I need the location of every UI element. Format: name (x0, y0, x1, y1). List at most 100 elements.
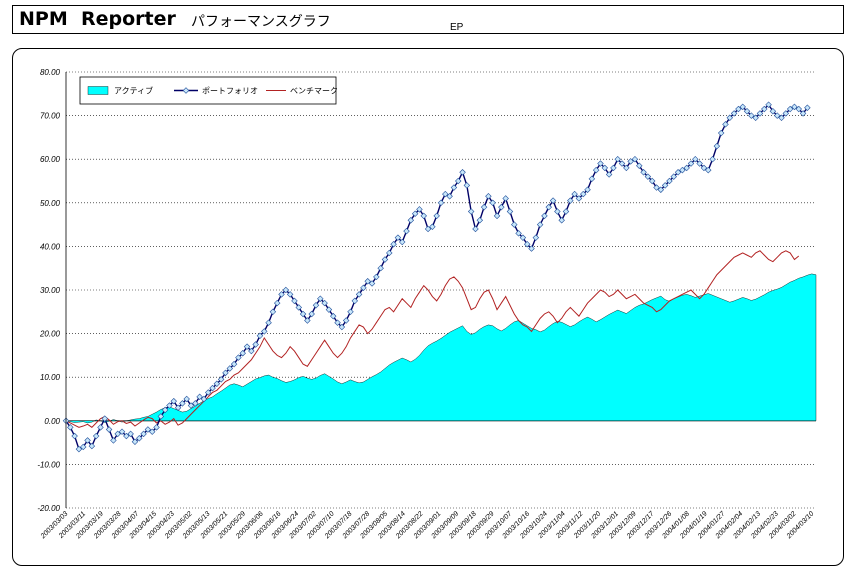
portfolio-point (101, 415, 109, 422)
portfolio-point (773, 112, 781, 119)
report-header: NPM Reporter パフォーマンスグラフ (12, 5, 844, 34)
area-layer (65, 273, 817, 424)
portfolio-point (653, 184, 660, 191)
portfolio-point (778, 114, 785, 122)
portfolio-point (226, 365, 234, 372)
portfolio-point (174, 404, 182, 411)
y-tick-label: -10.00 (37, 460, 60, 469)
portfolio-point (623, 164, 630, 172)
portfolio-point (545, 203, 552, 211)
portfolio-point (661, 182, 669, 189)
portfolio-point (541, 212, 548, 220)
portfolio-point (75, 445, 83, 453)
portfolio-point (334, 319, 341, 326)
portfolio-point (424, 225, 432, 233)
portfolio-point (183, 395, 190, 403)
ep-label: EP (450, 22, 464, 33)
portfolio-point (192, 400, 199, 407)
portfolio-point (515, 230, 522, 237)
y-tick-label: 20.00 (39, 330, 61, 339)
portfolio-point (532, 234, 540, 241)
portfolio-point (161, 406, 169, 414)
portfolio-point (338, 323, 346, 331)
portfolio-point (377, 264, 384, 272)
portfolio-point (472, 225, 479, 233)
portfolio-point (748, 112, 755, 119)
portfolio-point (256, 332, 264, 340)
series-benchmark-line (65, 250, 800, 428)
portfolio-point (398, 238, 406, 246)
portfolio-point (713, 142, 721, 150)
portfolio-point (213, 380, 221, 387)
portfolio-point (200, 395, 208, 403)
portfolio-point (403, 227, 410, 235)
portfolio-point (317, 295, 324, 302)
portfolio-point (411, 210, 419, 217)
portfolio-point (562, 208, 570, 215)
portfolio-point (252, 341, 259, 348)
portfolio-point (756, 110, 764, 117)
portfolio-point (687, 160, 695, 167)
y-tick-label: -20.00 (37, 504, 60, 513)
portfolio-point (580, 190, 587, 198)
portfolio-point (209, 384, 216, 392)
portfolio-point (631, 155, 639, 163)
portfolio-point (273, 299, 281, 307)
portfolio-point (791, 103, 798, 111)
report-title: NPM Reporter (19, 8, 176, 30)
portfolio-point (670, 173, 677, 180)
portfolio-point (286, 291, 294, 298)
legend-marker-portfolio (182, 87, 190, 94)
portfolio-point (679, 166, 686, 174)
portfolio-point (217, 376, 225, 383)
portfolio-point (381, 256, 389, 263)
portfolio-point (67, 424, 74, 431)
portfolio-point (523, 240, 531, 248)
portfolio-layer (62, 101, 811, 453)
y-tick-label: 70.00 (40, 112, 61, 121)
portfolio-point (442, 190, 449, 198)
portfolio-point (804, 104, 811, 111)
portfolio-point (321, 299, 328, 307)
portfolio-point (330, 312, 337, 320)
portfolio-point (351, 297, 359, 305)
portfolio-point (282, 286, 290, 294)
portfolio-point (390, 240, 397, 248)
portfolio-point (248, 347, 255, 355)
portfolio-point (683, 164, 690, 172)
portfolio-point (696, 160, 703, 167)
portfolio-point (170, 397, 177, 405)
portfolio-point (752, 114, 759, 122)
portfolio-point (84, 437, 91, 444)
portfolio-point (127, 430, 134, 438)
portfolio-point (299, 310, 307, 318)
benchmark-layer (65, 250, 800, 428)
portfolio-point (786, 105, 794, 113)
portfolio-point (648, 177, 656, 185)
portfolio-point (196, 393, 203, 401)
portfolio-point (360, 284, 367, 292)
legend-swatch-active (87, 86, 109, 95)
portfolio-point (420, 212, 427, 220)
y-tick-label: 40.00 (40, 242, 61, 251)
portfolio-point (235, 354, 242, 361)
portfolio-point (446, 193, 453, 200)
portfolio-point (118, 428, 126, 435)
portfolio-point (373, 273, 380, 281)
y-tick-label: 60.00 (40, 155, 61, 164)
portfolio-point (597, 160, 604, 167)
portfolio-point (136, 435, 143, 442)
series-active-area (65, 273, 817, 424)
y-tick-label: 80.00 (40, 68, 61, 77)
grid-layer (66, 71, 816, 509)
portfolio-point (239, 349, 246, 357)
portfolio-point (588, 175, 596, 183)
portfolio-point (549, 197, 557, 204)
portfolio-point (394, 234, 402, 241)
portfolio-point (205, 389, 212, 396)
portfolio-point (222, 369, 229, 377)
portfolio-point (110, 437, 117, 444)
portfolio-point (485, 193, 492, 200)
legend-box (79, 76, 337, 105)
